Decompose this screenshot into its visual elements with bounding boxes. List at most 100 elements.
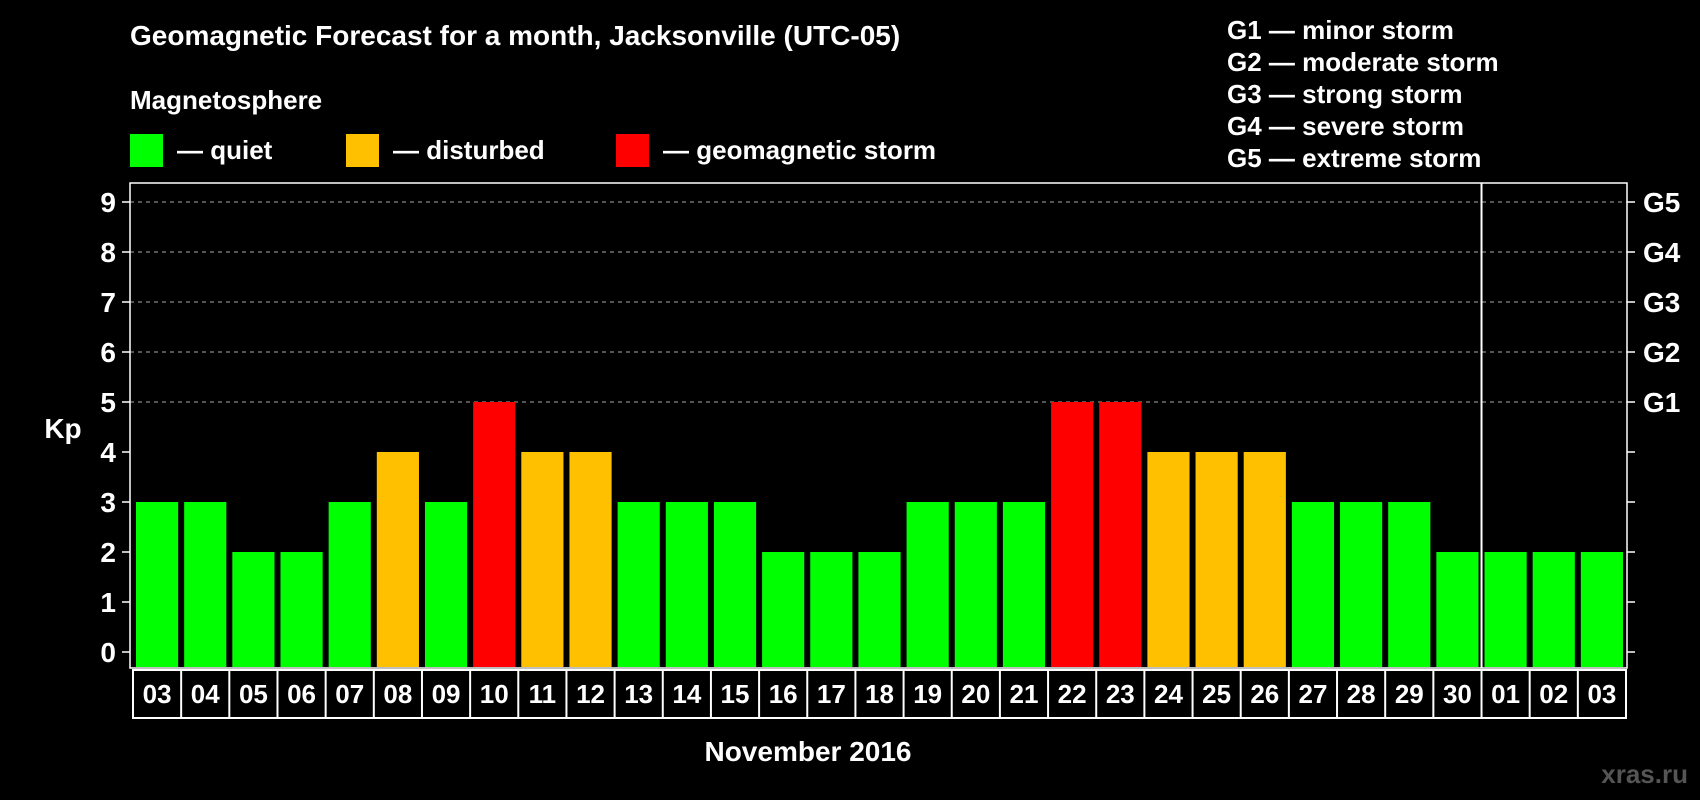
x-tick-label-10-13: 13 <box>624 679 653 709</box>
bar-13-16 <box>762 552 805 667</box>
legend-item-quiet: — quiet <box>130 133 272 167</box>
y-tick-label-9: 9 <box>100 187 116 218</box>
y-tick-label-8: 8 <box>100 237 116 268</box>
x-tick-label-6-09: 09 <box>432 679 461 709</box>
g-scale-legend: G1 — minor storm G2 — moderate storm G3 … <box>1227 14 1499 174</box>
bar-26-29 <box>1388 502 1431 667</box>
right-axis-label-g2: G2 <box>1643 337 1680 368</box>
watermark: xras.ru <box>1601 759 1688 789</box>
bar-5-08 <box>376 452 419 667</box>
x-axis-label: November 2016 <box>704 736 912 767</box>
bar-12-15 <box>713 502 757 667</box>
x-tick-label-8-11: 11 <box>529 679 557 709</box>
legend-swatch-quiet <box>130 133 163 167</box>
bar-1-04 <box>184 502 227 667</box>
legend-item-storm: — geomagnetic storm <box>616 133 936 167</box>
x-tick-label-27-30: 30 <box>1443 679 1472 709</box>
x-tick-label-18-21: 21 <box>1010 679 1039 709</box>
x-tick-label-21-24: 24 <box>1154 679 1183 709</box>
right-axis-label-g3: G3 <box>1643 287 1680 318</box>
x-tick-label-22-25: 25 <box>1202 679 1231 709</box>
bar-4-07 <box>328 502 371 667</box>
right-axis-label-g4: G4 <box>1643 237 1681 268</box>
x-tick-label-28-01: 01 <box>1491 679 1520 709</box>
x-tick-label-3-06: 06 <box>287 679 316 709</box>
g-scale-g1: G1 — minor storm <box>1227 15 1454 45</box>
y-axis-label: Kp <box>44 413 81 444</box>
legend-swatch-disturbed <box>346 133 379 167</box>
bar-30-03 <box>1580 552 1623 667</box>
bar-15-18 <box>858 552 901 667</box>
bar-10-13 <box>617 502 660 667</box>
x-tick-label-12-15: 15 <box>721 679 750 709</box>
x-tick-label-14-17: 17 <box>817 679 846 709</box>
bar-8-11 <box>521 452 564 667</box>
right-axis-label-g5: G5 <box>1643 187 1680 218</box>
x-tick-label-17-20: 20 <box>961 679 990 709</box>
x-tick-label-2-05: 05 <box>239 679 268 709</box>
activity-legend: — quiet — disturbed — geomagnetic storm <box>130 133 1130 167</box>
y-tick-label-5: 5 <box>100 387 116 418</box>
x-tick-label-19-22: 22 <box>1058 679 1087 709</box>
chart-title: Geomagnetic Forecast for a month, Jackso… <box>130 20 901 51</box>
x-tick-label-9-12: 12 <box>576 679 605 709</box>
y-tick-label-3: 3 <box>100 487 116 518</box>
bar-25-28 <box>1340 502 1383 667</box>
x-tick-label-11-14: 14 <box>672 679 701 709</box>
bar-22-25 <box>1195 452 1238 667</box>
bar-20-23 <box>1099 402 1142 667</box>
legend-label-disturbed: — disturbed <box>393 134 545 165</box>
bar-19-22 <box>1051 402 1094 667</box>
legend-item-disturbed: — disturbed <box>346 133 545 167</box>
bar-6-09 <box>424 502 468 667</box>
plot-frame <box>129 182 1628 669</box>
right-axis-label-g1: G1 <box>1643 387 1680 418</box>
bar-11-14 <box>665 502 708 667</box>
x-tick-label-5-08: 08 <box>383 679 412 709</box>
bar-28-01 <box>1484 552 1527 667</box>
bar-18-21 <box>1002 502 1046 667</box>
y-tick-label-2: 2 <box>100 537 116 568</box>
x-category-strip <box>132 669 1627 719</box>
x-tick-label-0-03: 03 <box>143 679 172 709</box>
bar-29-02 <box>1532 552 1575 667</box>
bar-7-10 <box>473 402 516 667</box>
x-tick-label-23-26: 26 <box>1250 679 1279 709</box>
bar-23-26 <box>1243 452 1286 667</box>
x-tick-label-30-03: 03 <box>1587 679 1616 709</box>
x-tick-label-24-27: 27 <box>1298 679 1327 709</box>
g-scale-g2: G2 — moderate storm <box>1227 47 1499 77</box>
bar-16-19 <box>906 502 949 667</box>
legend-subtitle: Magnetosphere <box>130 85 323 115</box>
y-tick-label-4: 4 <box>100 437 116 468</box>
x-tick-label-29-02: 02 <box>1539 679 1568 709</box>
y-tick-label-7: 7 <box>100 287 116 318</box>
x-tick-label-4-07: 07 <box>335 679 364 709</box>
bar-17-20 <box>954 502 997 667</box>
y-tick-label-6: 6 <box>100 337 116 368</box>
legend-label-storm: — geomagnetic storm <box>663 134 937 165</box>
bar-0-03 <box>136 502 179 667</box>
y-tick-label-1: 1 <box>100 587 116 618</box>
g-scale-g3: G3 — strong storm <box>1227 79 1463 109</box>
x-tick-label-25-28: 28 <box>1347 679 1376 709</box>
legend-swatch-storm <box>616 133 649 167</box>
g-scale-g5: G5 — extreme storm <box>1227 143 1482 173</box>
bar-27-30 <box>1436 552 1479 667</box>
y-tick-label-0: 0 <box>100 637 116 668</box>
legend-label-quiet: — quiet <box>177 134 273 165</box>
x-tick-label-26-29: 29 <box>1395 679 1424 709</box>
bar-21-24 <box>1147 452 1190 667</box>
bar-24-27 <box>1291 502 1335 667</box>
bar-2-05 <box>232 552 275 667</box>
bar-9-12 <box>569 452 612 667</box>
g-scale-g4: G4 — severe storm <box>1227 111 1465 141</box>
x-tick-label-20-23: 23 <box>1106 679 1135 709</box>
x-tick-label-1-04: 04 <box>191 679 220 709</box>
bar-3-06 <box>280 552 323 667</box>
x-tick-label-15-18: 18 <box>865 679 894 709</box>
bar-14-17 <box>810 552 853 667</box>
x-tick-label-13-16: 16 <box>769 679 798 709</box>
x-tick-label-16-19: 19 <box>913 679 942 709</box>
